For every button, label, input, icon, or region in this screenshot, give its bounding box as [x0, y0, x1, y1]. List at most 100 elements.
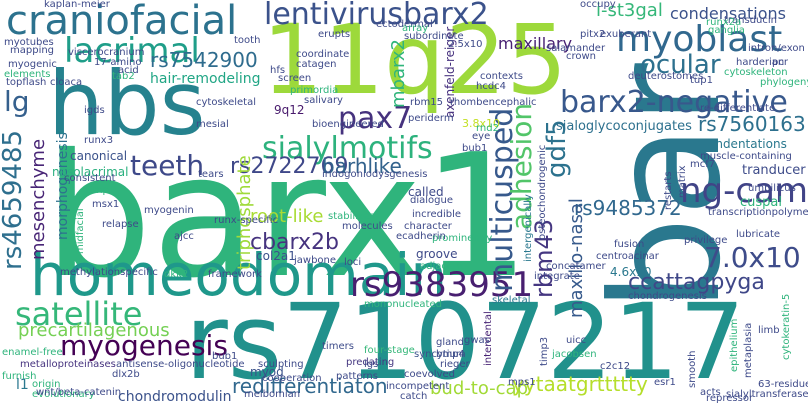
word: timp1 [86, 185, 116, 196]
word: repressor [706, 393, 754, 404]
word: patterns [336, 371, 378, 382]
word: sialylmotifs [262, 131, 433, 166]
word: acid [118, 65, 139, 76]
word: myogenesis [60, 329, 228, 362]
word: coevolved [404, 369, 456, 380]
word: sculpting [258, 359, 304, 370]
word: primordia [290, 85, 339, 96]
word: harderian [736, 57, 785, 68]
word: lentivirusbarx2 [264, 0, 489, 32]
word: gwas [464, 335, 490, 346]
word: rs7560163 [698, 112, 806, 136]
word: timers [322, 341, 354, 352]
word: homeodomain [30, 241, 448, 309]
word: rbm15 [410, 97, 443, 108]
word: cuspal [740, 195, 782, 210]
word: rs9485372 [574, 196, 682, 220]
word: centroacinar [596, 251, 659, 262]
word: myod [250, 365, 284, 379]
word: condensations [670, 4, 786, 23]
word: transcriptionpolymerase [708, 207, 808, 218]
word: cytoskeleton [724, 67, 788, 78]
word: 11q25 [262, 4, 568, 116]
word: ganglia [708, 25, 745, 36]
word: runx3 [84, 135, 114, 146]
word: molecules [342, 221, 393, 232]
word: muscle-containing [700, 151, 792, 162]
word: hfs [270, 65, 286, 76]
word: nasolacrimal [52, 165, 129, 179]
word: mononucleated [364, 299, 442, 310]
word: ectodermal [376, 19, 433, 30]
word: incompetent [386, 381, 450, 392]
word: intron/exon [748, 43, 805, 54]
word: pcr [772, 57, 788, 68]
word: cytokeratin-5 [781, 293, 792, 360]
word: rs4659485 [0, 129, 28, 270]
word: rhombencephalic [450, 97, 537, 108]
word: erupts [318, 29, 351, 40]
word: bmp4 [436, 349, 465, 360]
word: array [402, 23, 429, 34]
word: cloaca [50, 77, 83, 88]
word: syncytium [414, 349, 466, 360]
word: dkk2 [164, 269, 189, 280]
word: rs7107217 [185, 281, 746, 403]
word: prominently [432, 233, 493, 244]
word: chondromodulin [118, 389, 232, 404]
word: teeth [130, 149, 205, 182]
word: antisense-oligonucleotide [116, 359, 245, 370]
word: umbilicus [748, 183, 796, 194]
word: barx2-negative [560, 85, 788, 120]
word: yytaatgrttttty [512, 372, 648, 396]
word: mcf7 [690, 159, 716, 170]
word: mbarx2 [388, 38, 409, 108]
word: lg [4, 85, 30, 118]
word: smooth [687, 350, 698, 388]
word: incredible [412, 209, 462, 220]
word: bioengineered [312, 119, 384, 130]
word: metalloproteinases [20, 359, 116, 370]
word: integrate [534, 271, 580, 282]
word: loci [344, 257, 362, 268]
word: contexts [480, 71, 523, 82]
word: morphogenesis [55, 132, 71, 240]
word: iridogoniodysgenesis [322, 169, 428, 180]
word: exuberant [600, 29, 652, 40]
word: privilege [684, 235, 728, 246]
word: topflash [6, 77, 47, 88]
word: character [404, 221, 452, 232]
word: origin [32, 379, 61, 390]
word: myoblast [616, 19, 783, 60]
word: ecadherin [396, 231, 446, 242]
word: maxillary [498, 34, 573, 53]
word: mesial [196, 119, 229, 130]
word: myotubes [4, 37, 54, 48]
word: enamel-free [2, 347, 63, 358]
word: kaplan-meier [44, 0, 110, 10]
word: pax7 [338, 101, 413, 136]
word: precartilagenous [18, 320, 170, 341]
word: elements [4, 69, 51, 80]
word: canonical [70, 149, 128, 163]
word: intergenically [523, 194, 534, 262]
word: uicc [566, 335, 587, 346]
word: lacrimal [64, 31, 200, 71]
word: metaplasia [743, 322, 754, 378]
word: pitx2 [580, 29, 606, 40]
word: occupy [580, 0, 616, 10]
word: igds [84, 105, 105, 116]
word: mesenchyme [28, 138, 49, 260]
word: rs7542900 [150, 48, 258, 72]
word: dlx2b [112, 369, 140, 380]
word: col2a1 [256, 249, 296, 263]
word: matrix [677, 165, 688, 198]
word: rieger [440, 359, 470, 370]
word: skeletal [492, 295, 531, 306]
word: rs9383951 [350, 265, 534, 305]
word: groove [416, 247, 458, 261]
word: esr1 [654, 377, 676, 388]
word: viscerocranium [68, 47, 145, 58]
word: satellite [15, 295, 143, 333]
word: 3.8x10 [462, 117, 501, 130]
